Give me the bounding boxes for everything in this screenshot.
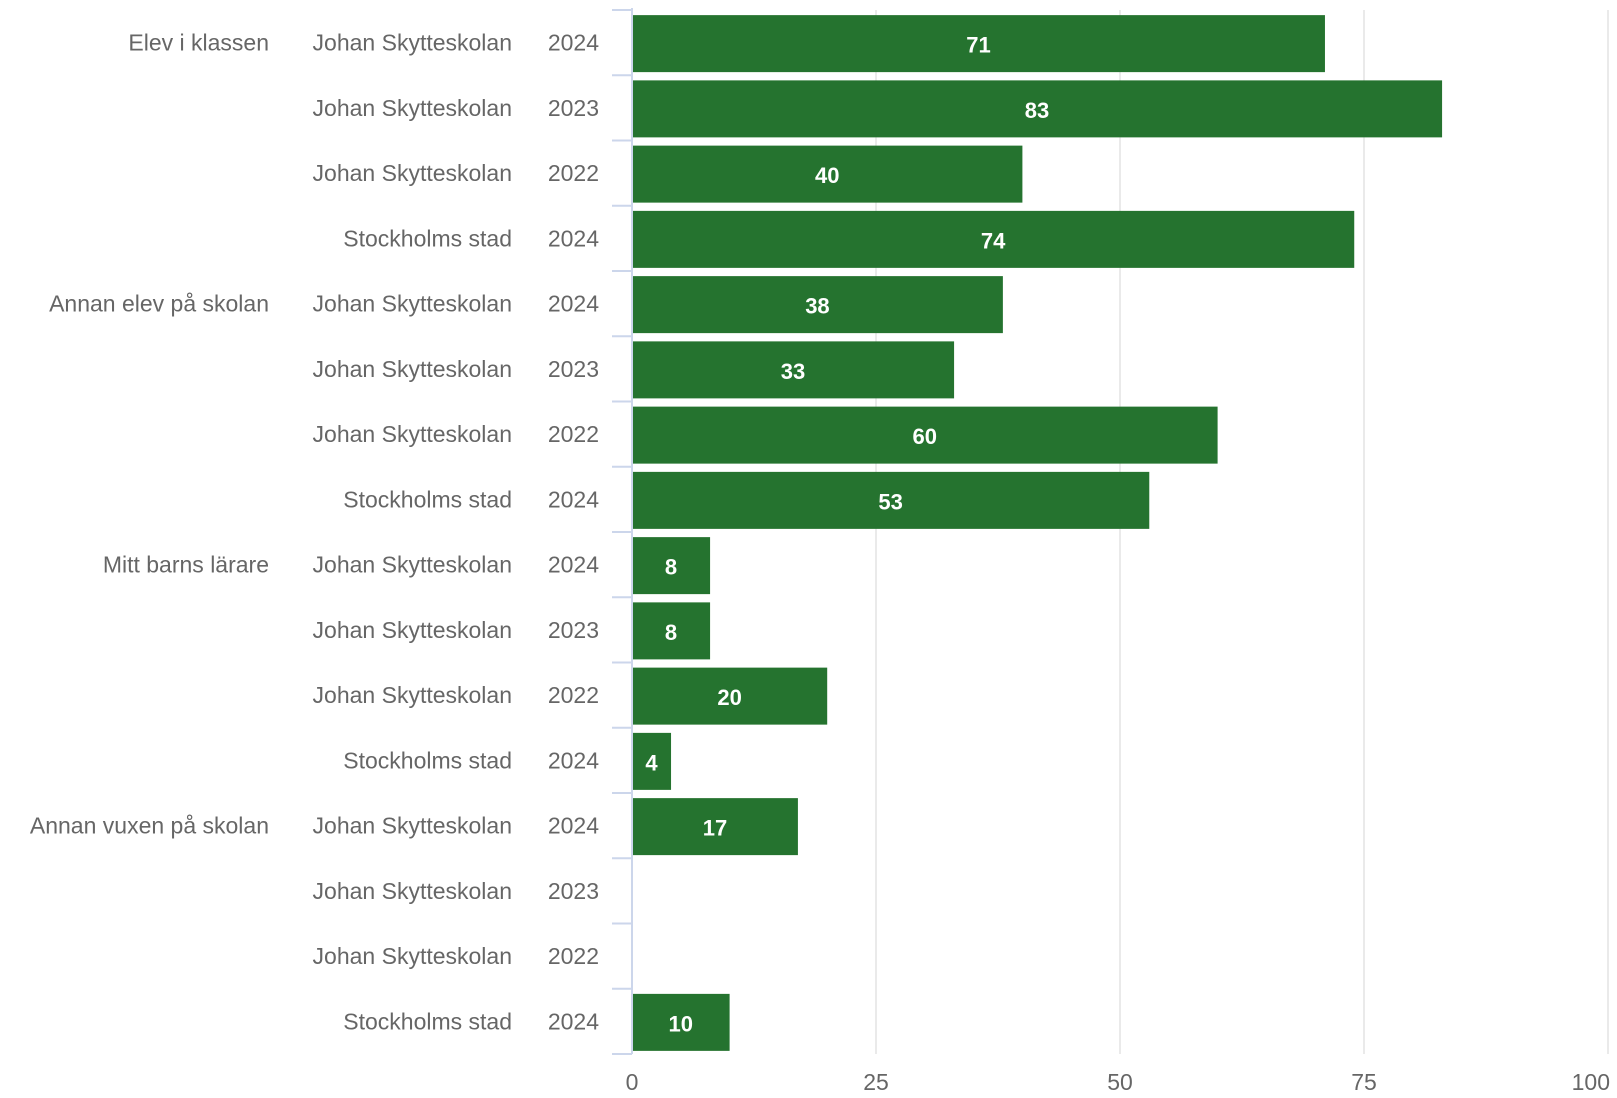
data-label: 60 — [913, 424, 937, 449]
bar — [633, 341, 955, 399]
bar — [633, 471, 1150, 529]
group-label: Elev i klassen — [128, 30, 269, 56]
data-label: 4 — [645, 750, 658, 775]
x-tick-label: 25 — [863, 1069, 889, 1095]
category-label: Johan Skytteskolan — [313, 95, 512, 121]
year-label: 2023 — [548, 617, 599, 643]
category-label: Johan Skytteskolan — [313, 813, 512, 839]
year-label: 2024 — [548, 552, 599, 578]
group-label: Annan vuxen på skolan — [30, 813, 269, 839]
x-tick-label: 0 — [626, 1069, 639, 1095]
year-label: 2024 — [548, 486, 599, 512]
category-label: Stockholms stad — [343, 1008, 512, 1034]
bar — [633, 210, 1355, 268]
group-label: Mitt barns lärare — [103, 552, 269, 578]
year-label: 2022 — [548, 943, 599, 969]
bar — [633, 80, 1443, 138]
data-label: 17 — [703, 816, 727, 841]
bar — [633, 537, 711, 595]
year-label: 2022 — [548, 160, 599, 186]
year-label: 2024 — [548, 813, 599, 839]
bar — [633, 602, 711, 660]
data-label: 20 — [717, 685, 741, 710]
data-label: 53 — [878, 489, 902, 514]
category-label: Johan Skytteskolan — [313, 291, 512, 317]
bar — [633, 145, 1023, 203]
data-label: 38 — [805, 294, 829, 319]
bar — [633, 15, 1325, 73]
category-label: Johan Skytteskolan — [313, 878, 512, 904]
x-axis-ticks: 0 25 50 75 100 — [626, 1069, 1610, 1095]
year-label: 2023 — [548, 95, 599, 121]
data-label: 8 — [665, 620, 677, 645]
year-label: 2024 — [548, 30, 599, 56]
year-label: 2024 — [548, 225, 599, 251]
x-tick-label: 50 — [1107, 1069, 1133, 1095]
group-label: Annan elev på skolan — [49, 291, 269, 317]
bar — [633, 667, 828, 725]
category-label: Johan Skytteskolan — [313, 421, 512, 447]
row-labels: 2024 Johan Skytteskolan Elev i klassen 2023… — [30, 30, 599, 1035]
bar — [633, 732, 672, 790]
category-label: Johan Skytteskolan — [313, 682, 512, 708]
category-label: Johan Skytteskolan — [313, 160, 512, 186]
year-label: 2023 — [548, 878, 599, 904]
x-tick-label: 75 — [1351, 1069, 1377, 1095]
year-label: 2022 — [548, 421, 599, 447]
category-label: Stockholms stad — [343, 225, 512, 251]
bar — [633, 798, 798, 856]
category-label: Johan Skytteskolan — [313, 943, 512, 969]
year-label: 2024 — [548, 1008, 599, 1034]
category-label: Stockholms stad — [343, 486, 512, 512]
data-label: 71 — [966, 33, 990, 58]
data-label: 33 — [781, 359, 805, 384]
year-label: 2023 — [548, 356, 599, 382]
data-label: 40 — [815, 163, 839, 188]
category-axis — [612, 8, 633, 1055]
category-label: Johan Skytteskolan — [313, 30, 512, 56]
year-label: 2022 — [548, 682, 599, 708]
category-label: Stockholms stad — [343, 747, 512, 773]
bar — [633, 993, 730, 1051]
year-label: 2024 — [548, 747, 599, 773]
data-label: 10 — [669, 1011, 693, 1036]
bar — [633, 406, 1218, 464]
bar — [633, 276, 1003, 334]
data-label: 74 — [981, 228, 1006, 253]
category-label: Johan Skytteskolan — [313, 552, 512, 578]
category-label: Johan Skytteskolan — [313, 617, 512, 643]
year-label: 2024 — [548, 291, 599, 317]
x-tick-label: 100 — [1572, 1069, 1610, 1095]
data-label: 83 — [1025, 98, 1049, 123]
bars: 71 83 40 74 38 33 60 53 8 8 20 4 17 10 — [633, 15, 1443, 1051]
category-label: Johan Skytteskolan — [313, 356, 512, 382]
data-label: 8 — [665, 555, 677, 580]
grid-lines — [875, 10, 1609, 1054]
